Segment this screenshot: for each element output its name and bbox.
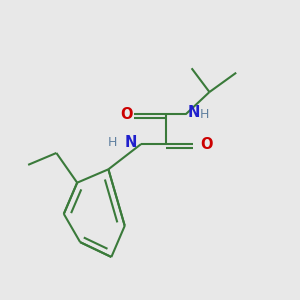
Text: H: H bbox=[107, 136, 117, 149]
Text: O: O bbox=[200, 137, 212, 152]
Text: H: H bbox=[200, 108, 209, 121]
Text: O: O bbox=[120, 107, 133, 122]
Text: N: N bbox=[124, 135, 136, 150]
Text: N: N bbox=[187, 105, 200, 120]
